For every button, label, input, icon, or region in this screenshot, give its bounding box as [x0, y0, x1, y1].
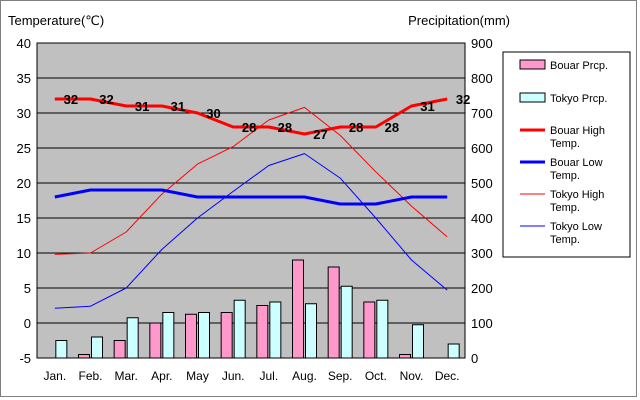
y-right-tick-label: 200	[471, 281, 493, 296]
x-tick-label: Feb.	[78, 369, 102, 383]
tokyo-precip-bar	[305, 303, 317, 359]
bouar-precip-bar	[363, 301, 376, 359]
y-right-tick-label: 500	[471, 176, 493, 191]
bouar-precip-bar	[256, 305, 269, 359]
data-label: 28	[349, 120, 363, 135]
legend-label: Tokyo High Temp.	[550, 189, 604, 214]
plot-border	[36, 42, 466, 359]
y-right-tick-label: 800	[471, 71, 493, 86]
legend-box	[502, 51, 631, 258]
data-label: 32	[456, 92, 470, 107]
data-label: 28	[278, 120, 292, 135]
data-label: 31	[135, 99, 149, 114]
tokyo-precip-bar	[447, 343, 460, 359]
y-left-tick-label: 0	[24, 316, 31, 331]
data-label: 27	[313, 127, 327, 142]
left-axis-title: Temperature(℃)	[8, 13, 104, 28]
bouar-precip-bar	[113, 340, 126, 359]
tokyo-precip-bar	[55, 340, 68, 359]
tokyo-precip-bar	[269, 301, 282, 359]
x-tick-label: Jun.	[222, 369, 245, 383]
data-label: 31	[171, 99, 185, 114]
y-right-tick-label: 900	[471, 36, 493, 51]
y-left-tick-label: 40	[17, 36, 31, 51]
tokyo-precip-bar	[126, 317, 139, 359]
tokyo-precip-bar	[340, 285, 353, 359]
bouar-precip-bar	[399, 354, 411, 359]
data-label: 28	[385, 120, 399, 135]
tokyo-precip-bar	[376, 299, 389, 359]
bouar-precip-bar	[220, 312, 233, 359]
legend-swatch	[519, 59, 546, 70]
bouar-precip-bar	[78, 354, 90, 359]
legend-label: Tokyo Prcp.	[550, 93, 607, 105]
y-left-tick-label: 25	[17, 141, 31, 156]
x-tick-label: Apr.	[151, 369, 172, 383]
y-left-tick-label: 20	[17, 176, 31, 191]
x-tick-label: May	[186, 369, 209, 383]
bouar-precip-bar	[185, 313, 197, 359]
legend-label: Bouar High Temp.	[550, 125, 605, 150]
data-label: 30	[206, 106, 220, 121]
tokyo-precip-bar	[162, 312, 175, 359]
tokyo-precip-bar	[233, 299, 246, 359]
x-tick-label: Dec.	[435, 369, 460, 383]
y-left-tick-label: 5	[24, 281, 31, 296]
x-tick-label: Jul.	[259, 369, 278, 383]
y-left-tick-label: 10	[17, 246, 31, 261]
data-label: 28	[242, 120, 256, 135]
y-left-tick-label: 30	[17, 106, 31, 121]
data-label: 31	[420, 99, 434, 114]
y-left-tick-label: -5	[19, 351, 31, 366]
x-tick-label: Mar.	[114, 369, 137, 383]
bouar-precip-bar	[292, 259, 304, 359]
legend-label: Tokyo Low Temp.	[550, 221, 602, 246]
data-label: 32	[99, 92, 113, 107]
y-right-tick-label: 700	[471, 106, 493, 121]
tokyo-precip-bar	[91, 336, 103, 359]
x-tick-label: Sep.	[328, 369, 353, 383]
bouar-high-temp-line	[54, 97, 448, 136]
y-right-tick-label: 600	[471, 141, 493, 156]
y-right-tick-label: 100	[471, 316, 493, 331]
y-right-tick-label: 300	[471, 246, 493, 261]
tokyo-precip-bar	[412, 324, 424, 359]
tokyo-low-temp-line	[54, 153, 448, 309]
legend-label: Bouar Low Temp.	[550, 157, 603, 182]
data-label: 32	[64, 92, 78, 107]
x-tick-label: Nov.	[400, 369, 424, 383]
x-tick-label: Oct.	[365, 369, 387, 383]
x-tick-label: Aug.	[292, 369, 317, 383]
right-axis-title: Precipitation(mm)	[408, 13, 510, 28]
y-right-tick-label: 400	[471, 211, 493, 226]
y-left-tick-label: 15	[17, 211, 31, 226]
y-left-tick-label: 35	[17, 71, 31, 86]
legend-swatch	[519, 92, 546, 103]
bouar-precip-bar	[149, 322, 162, 359]
tokyo-precip-bar	[198, 312, 210, 359]
y-right-tick-label: 0	[471, 351, 478, 366]
x-tick-label: Jan.	[43, 369, 66, 383]
bouar-precip-bar	[327, 266, 340, 359]
legend-label: Bouar Prcp.	[550, 60, 608, 72]
bouar-low-temp-line	[54, 188, 448, 206]
tokyo-high-temp-line	[54, 106, 448, 255]
